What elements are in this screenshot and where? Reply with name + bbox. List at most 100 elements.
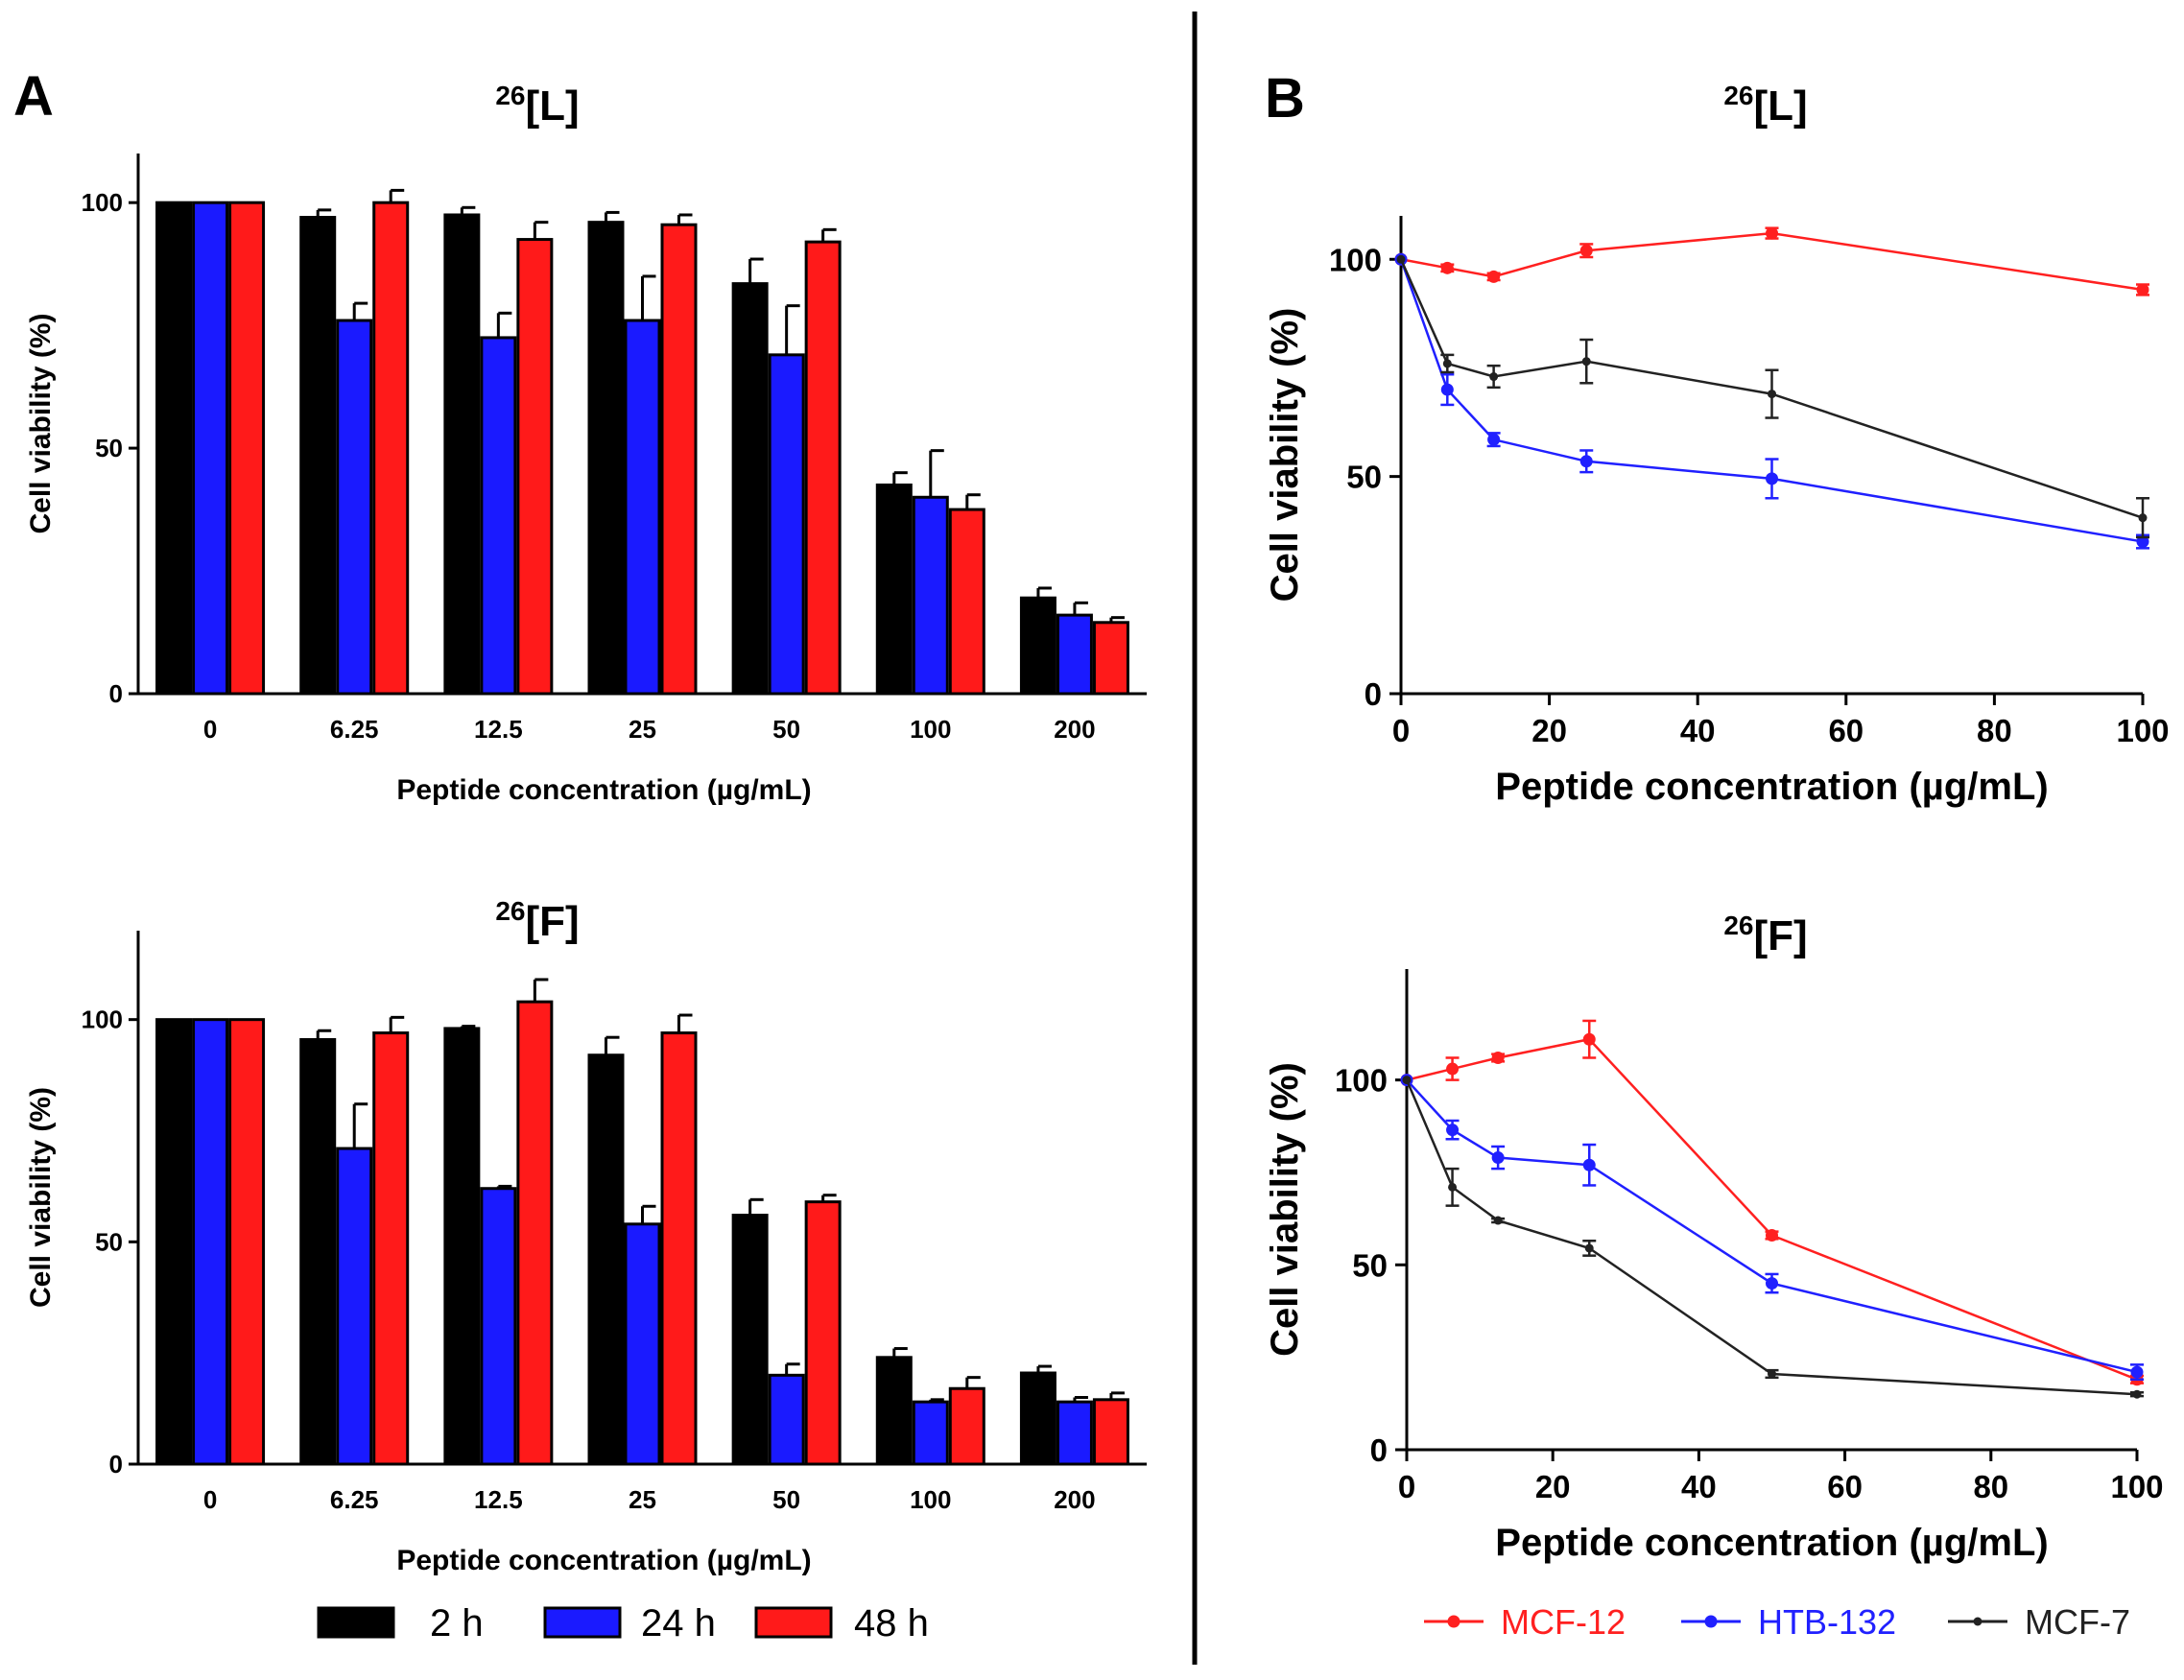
- bar: [192, 1018, 229, 1466]
- x-tick-label: 200: [1054, 1485, 1095, 1514]
- x-tick-label: 40: [1681, 1469, 1717, 1504]
- bar: [1092, 1398, 1129, 1466]
- bar: [1056, 613, 1093, 696]
- legend-b: MCF-12 HTB-132 MCF-7: [1424, 1602, 2130, 1642]
- y-tick-label: 100: [1335, 1063, 1388, 1099]
- x-tick-label: 60: [1827, 1469, 1863, 1504]
- x-tick-label: 80: [1973, 1469, 2008, 1504]
- chart-b-l: 26[L] 0 50 100 0 20 40 60 80 100 Peptide concentra…: [1264, 81, 2170, 808]
- bar: [768, 1373, 805, 1466]
- data-point: [2130, 1365, 2144, 1379]
- data-point: [1766, 1228, 1778, 1242]
- bar: [875, 483, 913, 696]
- data-point: [1582, 1032, 1596, 1046]
- series-line: [1399, 258, 2144, 543]
- x-tick-label: 60: [1828, 713, 1864, 748]
- chart-title-main: [L]: [525, 83, 579, 130]
- x-tick-label: 12.5: [474, 1485, 523, 1514]
- data-point: [1579, 455, 1593, 468]
- chart-title-superscript: 26: [495, 81, 525, 110]
- bar: [228, 201, 266, 696]
- legend-swatch: [317, 1606, 395, 1639]
- series-line: [1400, 231, 2144, 292]
- series-line: [1405, 1079, 2138, 1396]
- y-tick-label: 0: [109, 679, 123, 708]
- legend-marker: [1447, 1615, 1460, 1628]
- x-tick-label: 100: [2110, 1469, 2163, 1504]
- series-line: [1399, 258, 2144, 519]
- bar: [336, 319, 373, 696]
- data-point: [1489, 372, 1499, 382]
- bar: [299, 1038, 337, 1466]
- x-tick-label: 200: [1054, 715, 1095, 744]
- bar: [804, 1200, 842, 1466]
- x-tick-label: 0: [1398, 1469, 1415, 1504]
- y-tick-label: 0: [1365, 676, 1382, 712]
- bar: [768, 353, 805, 696]
- data-point: [1491, 1151, 1505, 1165]
- data-point: [1402, 1076, 1412, 1085]
- data-point: [1584, 1243, 1594, 1253]
- data-point: [1581, 357, 1591, 367]
- legend-swatch: [543, 1606, 622, 1639]
- data-point: [1493, 1216, 1503, 1225]
- bar: [372, 201, 410, 696]
- x-tick-label: 25: [629, 715, 656, 744]
- bar: [587, 1053, 625, 1466]
- x-tick-label: 0: [203, 715, 217, 744]
- x-tick-label: 80: [1977, 713, 2012, 748]
- x-tick-label: 0: [1392, 713, 1410, 748]
- panel-label-a: A: [13, 65, 54, 128]
- bar: [875, 1356, 913, 1466]
- bar: [372, 1031, 410, 1466]
- x-tick-label: 100: [910, 715, 951, 744]
- y-axis-label: Cell viability (%): [25, 313, 57, 533]
- data-point: [1396, 254, 1406, 264]
- chart-title-superscript: 26: [1723, 81, 1753, 110]
- y-tick-label: 50: [95, 434, 123, 462]
- x-tick-label: 40: [1680, 713, 1716, 748]
- chart-title: 26[F]: [1723, 911, 1807, 959]
- legend-marker: [1973, 1617, 1982, 1626]
- chart-title: 26[L]: [1723, 81, 1807, 130]
- x-tick-label: 25: [629, 1485, 656, 1514]
- x-tick-label: 50: [772, 715, 800, 744]
- data-point: [1768, 390, 1776, 399]
- legend-label: 24 h: [641, 1602, 716, 1645]
- y-tick-label: 50: [1346, 460, 1382, 495]
- data-point: [1440, 261, 1454, 274]
- data-point: [1446, 1124, 1460, 1137]
- x-tick-label: 6.25: [330, 1485, 379, 1514]
- chart-b-f: 26[F] 0 50 100 0 20 40 60 80 100 Peptide concentra…: [1264, 911, 2164, 1564]
- x-tick-label: 100: [910, 1485, 951, 1514]
- y-axis-label: Cell viability (%): [25, 1087, 57, 1308]
- y-axis-label: Cell viability (%): [1264, 1062, 1306, 1357]
- data-point: [1766, 472, 1778, 485]
- data-point: [2136, 535, 2149, 549]
- legend-label: MCF-7: [2025, 1602, 2130, 1642]
- y-tick-label: 50: [1352, 1247, 1388, 1283]
- y-tick-label: 100: [1329, 242, 1382, 277]
- bar: [731, 282, 769, 696]
- legend-label: MCF-12: [1501, 1602, 1626, 1642]
- bar: [912, 1400, 949, 1466]
- bar: [516, 1000, 554, 1466]
- data-point: [1579, 244, 1593, 257]
- bar: [660, 223, 698, 696]
- y-tick-label: 0: [1370, 1432, 1388, 1468]
- data-point: [1768, 1369, 1776, 1379]
- legend-label: 48 h: [854, 1602, 929, 1645]
- y-tick-label: 100: [82, 1006, 123, 1034]
- bar: [624, 1222, 661, 1466]
- data-point: [1582, 1158, 1596, 1171]
- legend-marker: [1704, 1615, 1718, 1628]
- data-point: [2132, 1389, 2142, 1399]
- bar: [1019, 1371, 1056, 1466]
- bar: [228, 1018, 266, 1466]
- x-tick-label: 20: [1535, 1469, 1571, 1504]
- bar: [731, 1214, 769, 1466]
- bar: [1092, 621, 1129, 696]
- x-tick-label: 20: [1531, 713, 1567, 748]
- x-tick-label: 0: [203, 1485, 217, 1514]
- bar: [1019, 596, 1056, 696]
